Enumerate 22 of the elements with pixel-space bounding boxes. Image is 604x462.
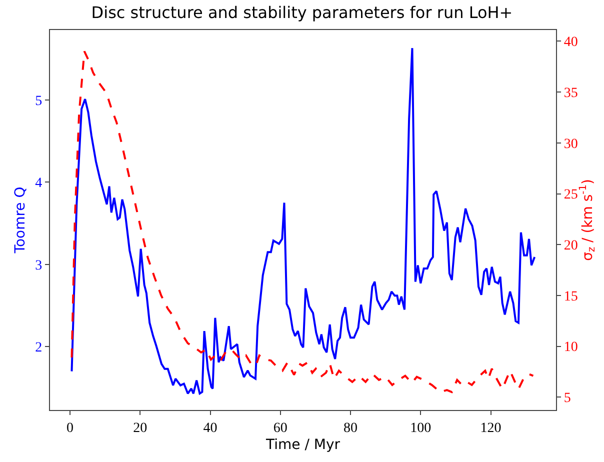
y2-tick-label: 15 bbox=[564, 289, 578, 304]
y2-tick-label: 10 bbox=[564, 340, 578, 356]
x-axis-title: Time / Myr bbox=[265, 437, 340, 454]
x-tick-label: 120 bbox=[480, 420, 502, 436]
x-tick-label: 0 bbox=[66, 420, 74, 436]
y2-tick-label: 5 bbox=[564, 391, 571, 406]
x-tick-label: 100 bbox=[410, 420, 432, 436]
chart-title: Disc structure and stability parameters for run LoH+ bbox=[91, 3, 513, 22]
y-tick-label: 4 bbox=[35, 176, 42, 192]
x-tick-label: 80 bbox=[344, 420, 358, 436]
x-tick-label: 40 bbox=[203, 420, 218, 436]
y-tick-label: 2 bbox=[35, 340, 42, 356]
y-tick-label: 3 bbox=[35, 258, 42, 274]
x-tick-label: 60 bbox=[273, 420, 288, 436]
y2-tick-label: 40 bbox=[564, 35, 578, 50]
y2-tick-label: 30 bbox=[564, 136, 578, 152]
y-axis-title: Toomre Q bbox=[12, 186, 29, 254]
x-tick-label: 20 bbox=[133, 420, 148, 436]
y2-tick-label: 20 bbox=[564, 238, 578, 254]
y2-tick-label: 35 bbox=[564, 86, 578, 101]
y-tick-label: 5 bbox=[35, 94, 42, 109]
y2-tick-label: 25 bbox=[564, 188, 578, 203]
